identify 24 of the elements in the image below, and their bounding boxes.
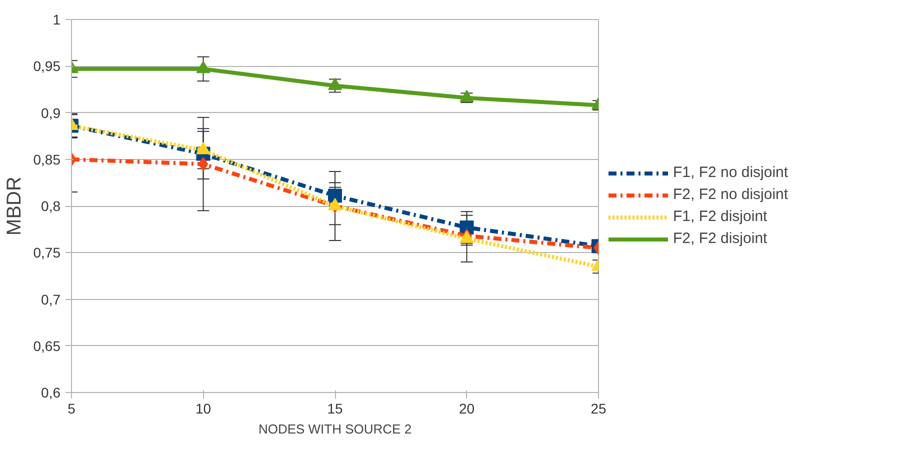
x-tick-label: 25 [590, 400, 606, 416]
point [328, 78, 342, 90]
legend-label: F2, F2 disjoint [673, 230, 768, 247]
y-tick-label: 0,9 [41, 104, 61, 121]
x-axis-title: NODES WITH SOURCE 2 [258, 422, 412, 436]
y-tick-label: 0,6 [41, 384, 61, 400]
y-tick-label: 0,75 [33, 244, 61, 261]
x-tick-label: 15 [327, 400, 343, 416]
y-tick-label: 0,7 [41, 291, 61, 308]
x-tick-label: 10 [195, 400, 212, 416]
y-axis-title: MBDR [3, 176, 26, 236]
legend-label: F2, F2 no disjoint [673, 186, 788, 203]
legend-label: F1, F2 disjoint [673, 208, 768, 225]
y-tick-label: 0,65 [33, 338, 61, 354]
y-tick-label: 0,8 [41, 198, 61, 214]
y-tick-label: 0,95 [33, 58, 61, 74]
legend-label: F1, F2 no disjoint [673, 164, 788, 181]
point [460, 90, 474, 102]
x-tick-label: 5 [68, 400, 76, 416]
x-tick-label: 20 [458, 400, 475, 416]
y-tick-label: 0,85 [33, 151, 61, 168]
y-tick-label: 1 [52, 12, 61, 28]
point [196, 60, 210, 74]
point [328, 188, 342, 203]
